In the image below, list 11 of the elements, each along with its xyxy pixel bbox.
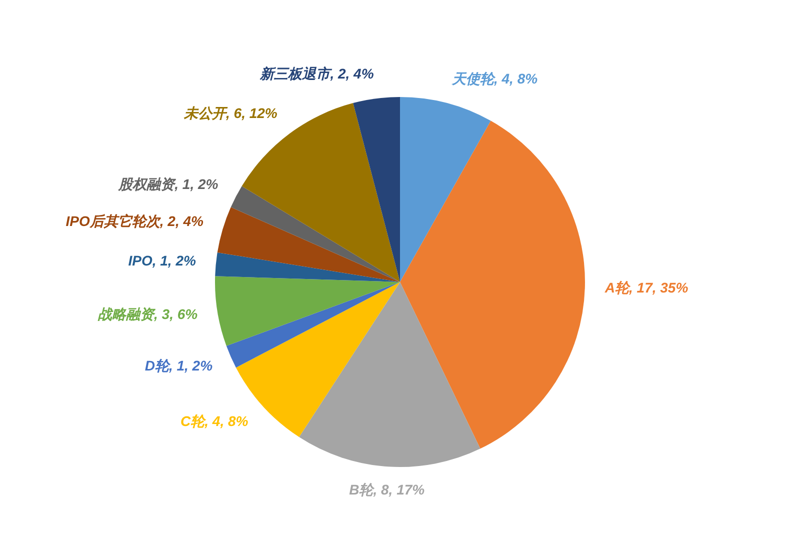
slice-label: 未公开, 6, 12% [183,105,278,122]
slice-label: 天使轮, 4, 8% [451,70,538,87]
slice-label: IPO, 1, 2% [128,252,196,269]
slice-label: D轮, 1, 2% [144,357,214,374]
slice-label: 股权融资, 1, 2% [118,176,219,192]
slice-label: A轮, 17, 35% [604,279,689,296]
slice-label: 战略融资, 3, 6% [97,306,198,322]
slice-label: B轮, 8, 17% [349,481,426,498]
slice-label: C轮, 4, 8% [180,413,249,430]
slice-label: IPO后其它轮次, 2, 4% [66,213,204,230]
slice-label: 新三板退市, 2, 4% [259,65,374,82]
